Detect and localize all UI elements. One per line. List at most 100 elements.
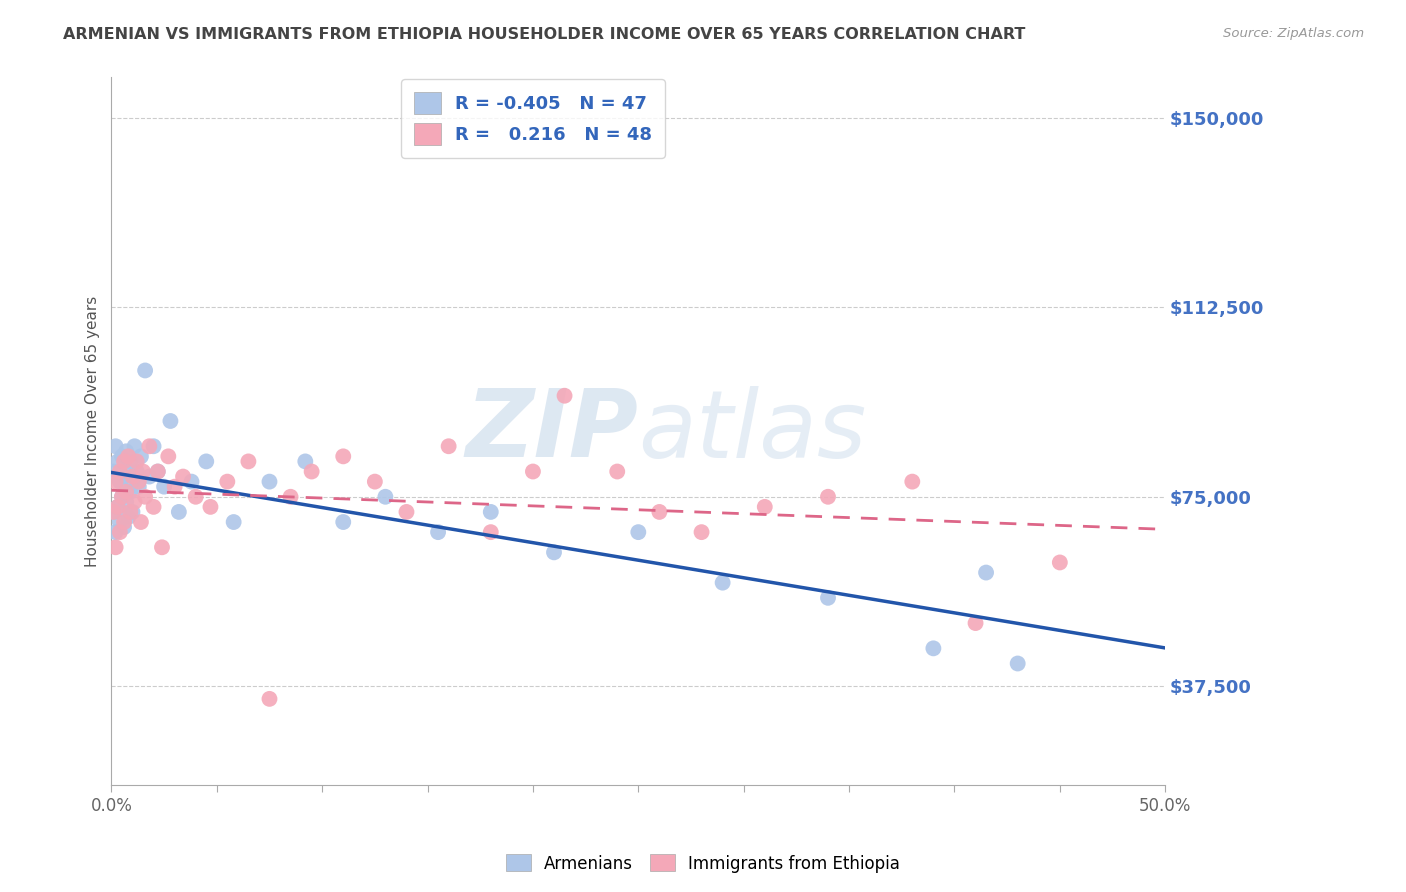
Point	[104, 525, 127, 540]
Point	[146, 465, 169, 479]
Point	[332, 450, 354, 464]
Point	[238, 454, 260, 468]
Point	[522, 465, 544, 479]
Point	[479, 505, 502, 519]
Text: atlas: atlas	[638, 385, 866, 476]
Point	[142, 439, 165, 453]
Point	[146, 465, 169, 479]
Point	[103, 465, 125, 479]
Point	[157, 450, 180, 464]
Point	[172, 469, 194, 483]
Point	[301, 465, 323, 479]
Point	[112, 520, 135, 534]
Point	[180, 475, 202, 489]
Point	[103, 505, 125, 519]
Point	[117, 450, 139, 464]
Point	[103, 505, 125, 519]
Point	[104, 475, 127, 489]
Point	[108, 515, 131, 529]
Y-axis label: Householder Income Over 65 years: Householder Income Over 65 years	[86, 295, 100, 566]
Point	[184, 490, 207, 504]
Point	[124, 495, 146, 509]
Point	[648, 505, 671, 519]
Point	[124, 439, 146, 453]
Point	[115, 495, 138, 509]
Text: Source: ZipAtlas.com: Source: ZipAtlas.com	[1223, 27, 1364, 40]
Point	[294, 454, 316, 468]
Legend: Armenians, Immigrants from Ethiopia: Armenians, Immigrants from Ethiopia	[499, 847, 907, 880]
Point	[112, 469, 135, 483]
Point	[125, 465, 148, 479]
Point	[129, 450, 152, 464]
Point	[108, 525, 131, 540]
Point	[129, 515, 152, 529]
Point	[554, 389, 576, 403]
Point	[1049, 556, 1071, 570]
Point	[163, 480, 186, 494]
Point	[138, 439, 160, 453]
Point	[111, 490, 134, 504]
Point	[138, 469, 160, 483]
Point	[108, 465, 131, 479]
Point	[427, 525, 450, 540]
Point	[117, 510, 139, 524]
Point	[111, 450, 134, 464]
Point	[627, 525, 650, 540]
Point	[115, 444, 138, 458]
Point	[901, 475, 924, 489]
Point	[222, 515, 245, 529]
Point	[128, 475, 150, 489]
Point	[120, 484, 142, 499]
Point	[134, 363, 156, 377]
Point	[159, 414, 181, 428]
Point	[111, 490, 134, 504]
Point	[153, 480, 176, 494]
Point	[112, 515, 135, 529]
Point	[120, 454, 142, 468]
Legend: R = -0.405   N = 47, R =   0.216   N = 48: R = -0.405 N = 47, R = 0.216 N = 48	[401, 79, 665, 158]
Point	[374, 490, 396, 504]
Point	[107, 454, 129, 468]
Point	[107, 500, 129, 514]
Point	[606, 465, 628, 479]
Point	[104, 439, 127, 453]
Point	[1007, 657, 1029, 671]
Point	[128, 480, 150, 494]
Point	[259, 475, 281, 489]
Point	[142, 500, 165, 514]
Point	[690, 525, 713, 540]
Point	[217, 475, 239, 489]
Point	[108, 475, 131, 489]
Point	[817, 490, 839, 504]
Point	[150, 541, 173, 555]
Point	[195, 454, 218, 468]
Point	[479, 525, 502, 540]
Point	[125, 454, 148, 468]
Point	[134, 490, 156, 504]
Point	[711, 575, 734, 590]
Point	[437, 439, 460, 453]
Point	[121, 505, 143, 519]
Point	[112, 454, 135, 468]
Point	[332, 515, 354, 529]
Point	[259, 691, 281, 706]
Point	[104, 541, 127, 555]
Point	[107, 500, 129, 514]
Point	[974, 566, 997, 580]
Point	[922, 641, 945, 656]
Point	[364, 475, 387, 489]
Point	[121, 469, 143, 483]
Text: ZIP: ZIP	[465, 385, 638, 477]
Point	[280, 490, 302, 504]
Point	[167, 505, 190, 519]
Point	[120, 505, 142, 519]
Point	[132, 465, 155, 479]
Point	[117, 465, 139, 479]
Point	[200, 500, 222, 514]
Point	[543, 545, 565, 559]
Point	[817, 591, 839, 605]
Point	[121, 475, 143, 489]
Point	[754, 500, 776, 514]
Point	[115, 484, 138, 499]
Point	[395, 505, 418, 519]
